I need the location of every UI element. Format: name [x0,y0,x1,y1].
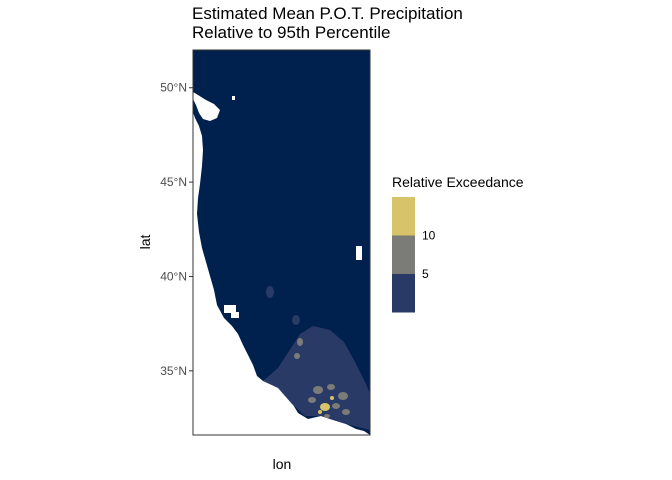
plot-border [192,49,371,436]
y-axis: 50°N 45°N 40°N 35°N [160,81,193,378]
no-data-gap [232,96,235,100]
chart-subtitle: Relative to 95th Percentile [192,23,391,42]
legend-label: 10 [422,229,436,243]
y-tick-label: 50°N [160,81,187,95]
no-data-gap [193,92,220,121]
y-tick-label: 35°N [160,364,187,378]
legend-key [392,274,415,313]
x-axis-title: lon [273,456,292,472]
legend-label: 5 [422,267,429,281]
legend: Relative Exceedance 10 5 [392,174,524,313]
legend-title: Relative Exceedance [392,174,524,190]
chart-title: Estimated Mean P.O.T. Precipitation [192,4,463,23]
high-exceedance-spots [318,396,334,414]
mid-exceedance-spots [294,338,350,418]
no-data-gap [231,312,239,318]
legend-key [392,197,415,236]
low-exceedance-band [263,286,370,430]
y-tick-label: 45°N [160,175,187,189]
no-data-gap [356,246,362,260]
no-data-gap [224,305,236,313]
y-axis-title: lat [137,235,153,250]
no-data-gap [193,124,197,134]
y-tick-label: 40°N [160,269,187,283]
legend-key [392,235,415,274]
